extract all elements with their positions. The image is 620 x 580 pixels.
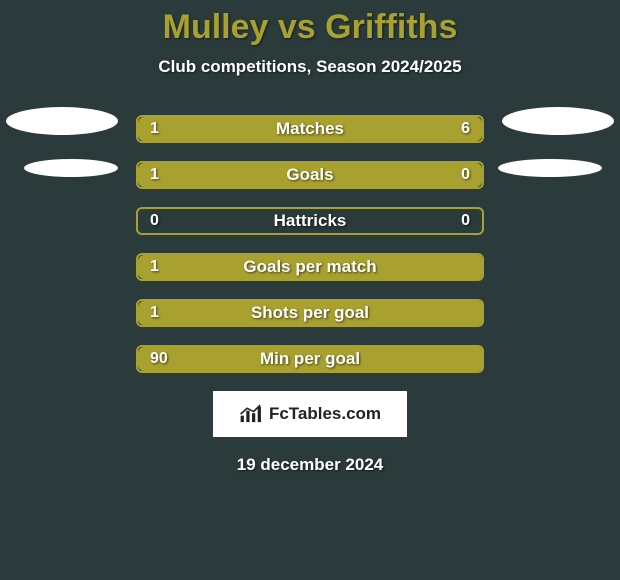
- stat-row: 00Hattricks: [136, 207, 484, 235]
- player-right-avatar: [502, 107, 614, 135]
- stat-row: 1Goals per match: [136, 253, 484, 281]
- stat-label: Goals: [138, 165, 482, 185]
- subtitle: Club competitions, Season 2024/2025: [0, 57, 620, 77]
- comparison-infographic: Mulley vs Griffiths Club competitions, S…: [0, 0, 620, 580]
- stat-row: 10Goals: [136, 161, 484, 189]
- stat-row: 90Min per goal: [136, 345, 484, 373]
- stat-label: Matches: [138, 119, 482, 139]
- logo-text: FcTables.com: [269, 404, 381, 424]
- fctables-logo: FcTables.com: [213, 391, 407, 437]
- stat-row: 1Shots per goal: [136, 299, 484, 327]
- player-left-avatar: [6, 107, 118, 135]
- team-left-logo: [24, 159, 118, 177]
- stat-label: Shots per goal: [138, 303, 482, 323]
- team-right-logo: [498, 159, 602, 177]
- stat-label: Goals per match: [138, 257, 482, 277]
- stat-row: 16Matches: [136, 115, 484, 143]
- chart-icon: [239, 404, 265, 424]
- page-title: Mulley vs Griffiths: [0, 0, 620, 47]
- stat-label: Min per goal: [138, 349, 482, 369]
- stat-rows: 16Matches 10Goals 00Hattricks 1Goals per ma…: [136, 115, 484, 373]
- stat-label: Hattricks: [138, 211, 482, 231]
- stats-area: 16Matches 10Goals 00Hattricks 1Goals per ma…: [0, 115, 620, 373]
- date: 19 december 2024: [0, 455, 620, 475]
